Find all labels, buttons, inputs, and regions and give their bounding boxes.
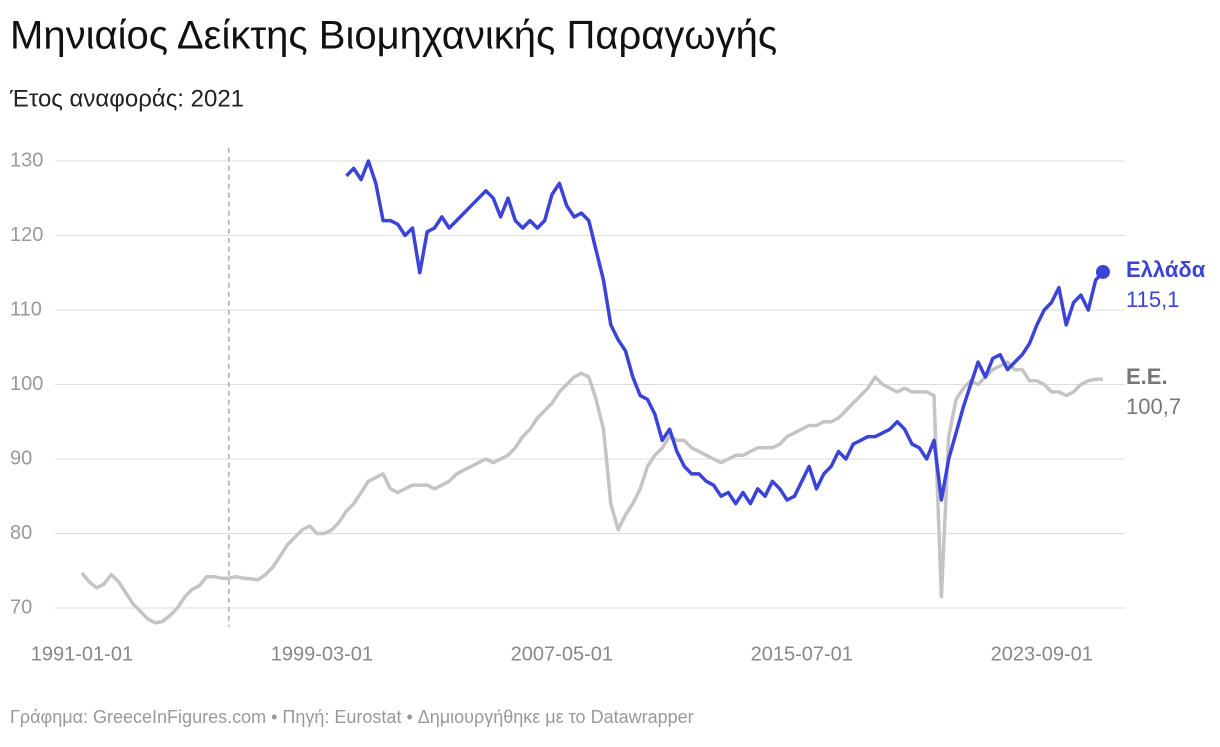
- chart-title: Μηνιαίος Δείκτης Βιομηχανικής Παραγωγής: [10, 14, 777, 58]
- series-line: [345, 159, 1105, 506]
- y-tick-label: 120: [10, 224, 43, 246]
- y-tick-label: 100: [10, 373, 43, 395]
- end-value-label: 100,7: [1126, 394, 1181, 419]
- y-tick-label: 80: [10, 522, 32, 544]
- y-tick-label: 110: [10, 298, 42, 320]
- y-tick-label: 130: [10, 149, 43, 171]
- source-note: Γράφημα: GreeceInFigures.com • Πηγή: Eur…: [10, 707, 694, 727]
- x-tick-label: 2015-07-01: [751, 643, 853, 665]
- series-label: Ελλάδα: [1126, 257, 1206, 282]
- chart-subtitle: Έτος αναφοράς: 2021: [9, 85, 244, 112]
- series-label: Ε.Ε.: [1126, 364, 1168, 389]
- end-dot: [1095, 264, 1110, 279]
- x-tick-label: 2023-09-01: [991, 643, 1093, 665]
- x-tick-label: 1991-01-01: [31, 643, 133, 665]
- series-line: [80, 360, 1103, 625]
- x-tick-label: 1999-03-01: [271, 643, 373, 665]
- end-value-label: 115,1: [1126, 287, 1179, 312]
- x-tick-label: 2007-05-01: [511, 643, 613, 665]
- y-tick-label: 70: [10, 596, 32, 618]
- y-tick-label: 90: [10, 447, 32, 469]
